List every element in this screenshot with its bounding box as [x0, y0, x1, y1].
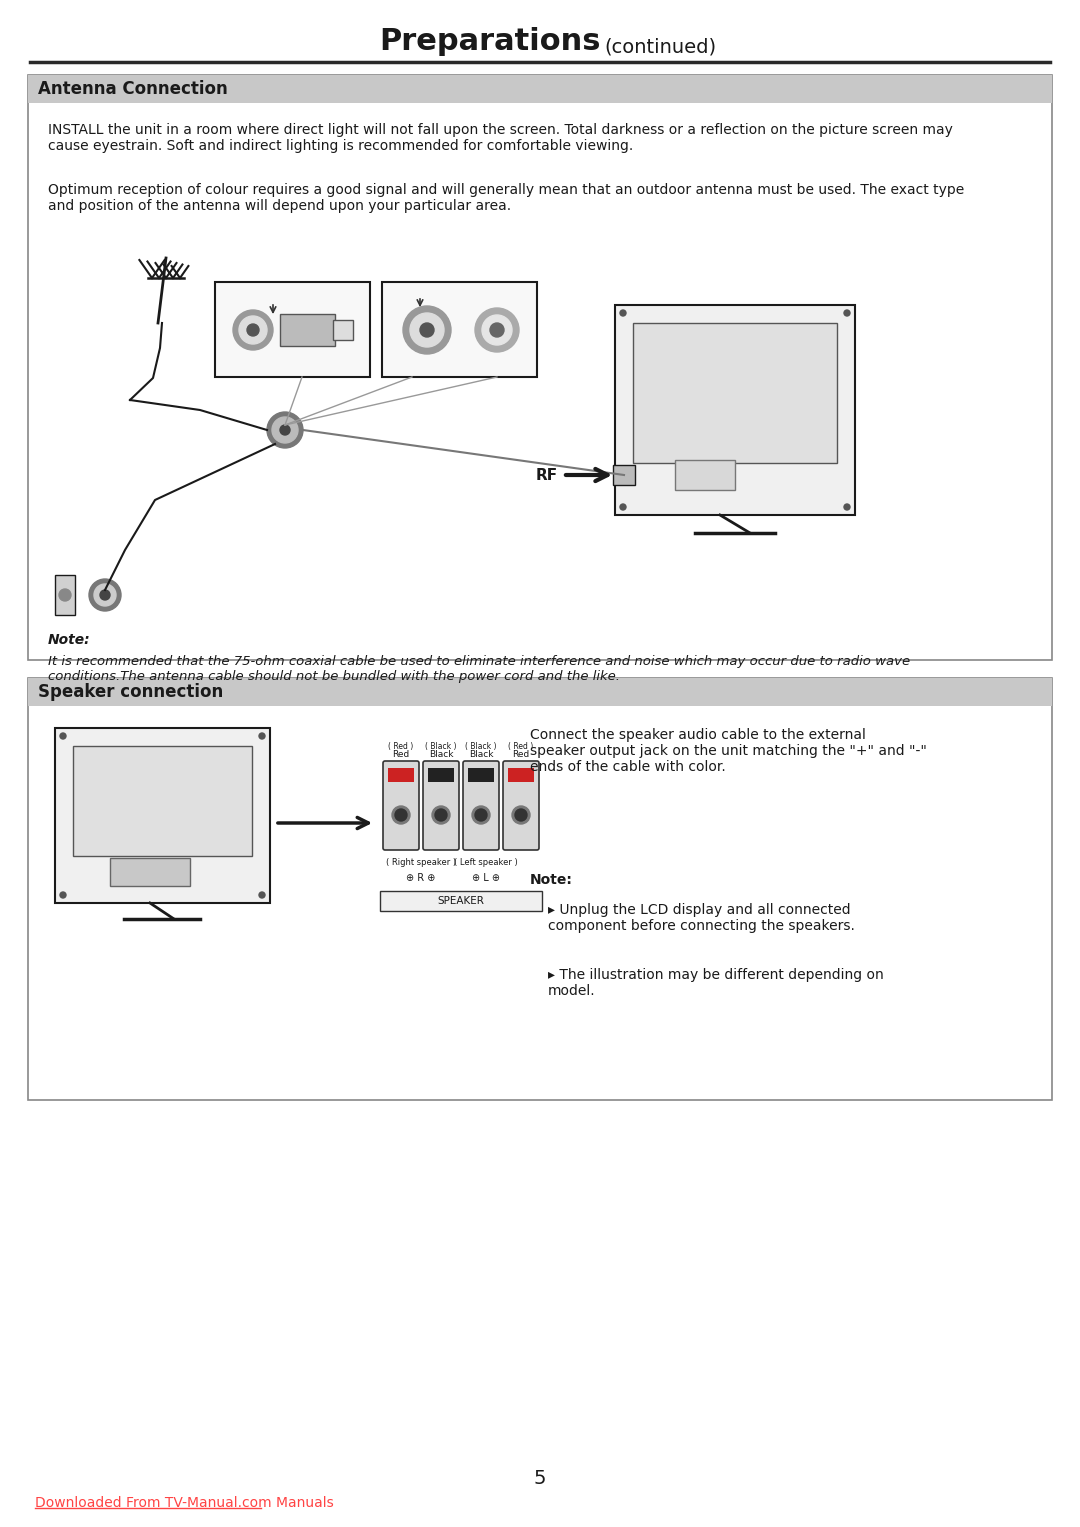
- Text: (continued): (continued): [604, 38, 716, 56]
- Circle shape: [420, 324, 434, 337]
- Bar: [388, 768, 414, 782]
- Circle shape: [233, 310, 273, 350]
- Bar: [633, 324, 837, 463]
- Text: ( Black ): ( Black ): [426, 742, 457, 751]
- Bar: [380, 890, 542, 912]
- Bar: [613, 466, 635, 486]
- Bar: [382, 282, 537, 377]
- Circle shape: [259, 892, 265, 898]
- Circle shape: [475, 308, 519, 353]
- Bar: [55, 728, 270, 902]
- Bar: [28, 678, 1052, 705]
- Bar: [615, 305, 855, 515]
- Text: ( Black ): ( Black ): [465, 742, 497, 751]
- Bar: [333, 321, 353, 341]
- Circle shape: [89, 579, 121, 611]
- Bar: [28, 75, 1052, 102]
- Text: RF: RF: [536, 467, 558, 483]
- Text: Note:: Note:: [530, 873, 572, 887]
- Text: ( Right speaker ): ( Right speaker ): [386, 858, 456, 867]
- Circle shape: [515, 809, 527, 822]
- Circle shape: [59, 589, 71, 602]
- Circle shape: [94, 583, 116, 606]
- Bar: [675, 460, 735, 490]
- Circle shape: [272, 417, 298, 443]
- Circle shape: [410, 313, 444, 347]
- Text: SPEAKER: SPEAKER: [437, 896, 485, 906]
- Text: ▸ Unplug the LCD display and all connected
component before connecting the speak: ▸ Unplug the LCD display and all connect…: [548, 902, 855, 933]
- Circle shape: [490, 324, 504, 337]
- FancyBboxPatch shape: [383, 760, 419, 851]
- Bar: [28, 678, 1052, 1099]
- Text: It is recommended that the 75-ohm coaxial cable be used to eliminate interferenc: It is recommended that the 75-ohm coaxia…: [48, 655, 910, 683]
- Text: Preparations: Preparations: [379, 27, 600, 56]
- Text: Speaker connection: Speaker connection: [38, 683, 224, 701]
- FancyBboxPatch shape: [423, 760, 459, 851]
- Text: Connect the speaker audio cable to the external
speaker output jack on the unit : Connect the speaker audio cable to the e…: [530, 728, 927, 774]
- Bar: [280, 315, 335, 347]
- Circle shape: [843, 310, 850, 316]
- Text: Black: Black: [469, 750, 494, 759]
- Circle shape: [475, 809, 487, 822]
- Bar: [468, 768, 494, 782]
- Text: Optimum reception of colour requires a good signal and will generally mean that : Optimum reception of colour requires a g…: [48, 183, 964, 214]
- Circle shape: [403, 305, 451, 354]
- Circle shape: [482, 315, 512, 345]
- Text: Red: Red: [392, 750, 409, 759]
- Text: Antenna Connection: Antenna Connection: [38, 79, 228, 98]
- Circle shape: [259, 733, 265, 739]
- Circle shape: [60, 892, 66, 898]
- Circle shape: [620, 310, 626, 316]
- Text: 5: 5: [534, 1469, 546, 1487]
- Text: ▸ The illustration may be different depending on
model.: ▸ The illustration may be different depe…: [548, 968, 883, 999]
- Text: ( Left speaker ): ( Left speaker ): [454, 858, 518, 867]
- Circle shape: [280, 425, 291, 435]
- Circle shape: [267, 412, 303, 447]
- Circle shape: [100, 589, 110, 600]
- Bar: [110, 858, 190, 886]
- Circle shape: [512, 806, 530, 825]
- Text: ⊕ L ⊕: ⊕ L ⊕: [472, 873, 500, 883]
- Circle shape: [247, 324, 259, 336]
- FancyBboxPatch shape: [463, 760, 499, 851]
- Bar: [55, 576, 75, 615]
- Circle shape: [843, 504, 850, 510]
- Text: ( Red ): ( Red ): [509, 742, 534, 751]
- Circle shape: [432, 806, 450, 825]
- Circle shape: [395, 809, 407, 822]
- Text: ( Red ): ( Red ): [389, 742, 414, 751]
- Bar: [73, 747, 252, 857]
- Circle shape: [392, 806, 410, 825]
- Circle shape: [435, 809, 447, 822]
- FancyBboxPatch shape: [503, 760, 539, 851]
- Circle shape: [620, 504, 626, 510]
- Text: ⊕ R ⊕: ⊕ R ⊕: [406, 873, 435, 883]
- Bar: [428, 768, 454, 782]
- Circle shape: [60, 733, 66, 739]
- Bar: [215, 282, 370, 377]
- Circle shape: [472, 806, 490, 825]
- Text: Black: Black: [429, 750, 454, 759]
- Text: Downloaded From TV-Manual.com Manuals: Downloaded From TV-Manual.com Manuals: [35, 1496, 334, 1510]
- Text: INSTALL the unit in a room where direct light will not fall upon the screen. Tot: INSTALL the unit in a room where direct …: [48, 124, 953, 153]
- Circle shape: [239, 316, 267, 344]
- Bar: [508, 768, 534, 782]
- Text: Red: Red: [512, 750, 529, 759]
- Text: Note:: Note:: [48, 634, 91, 647]
- Bar: [28, 75, 1052, 660]
